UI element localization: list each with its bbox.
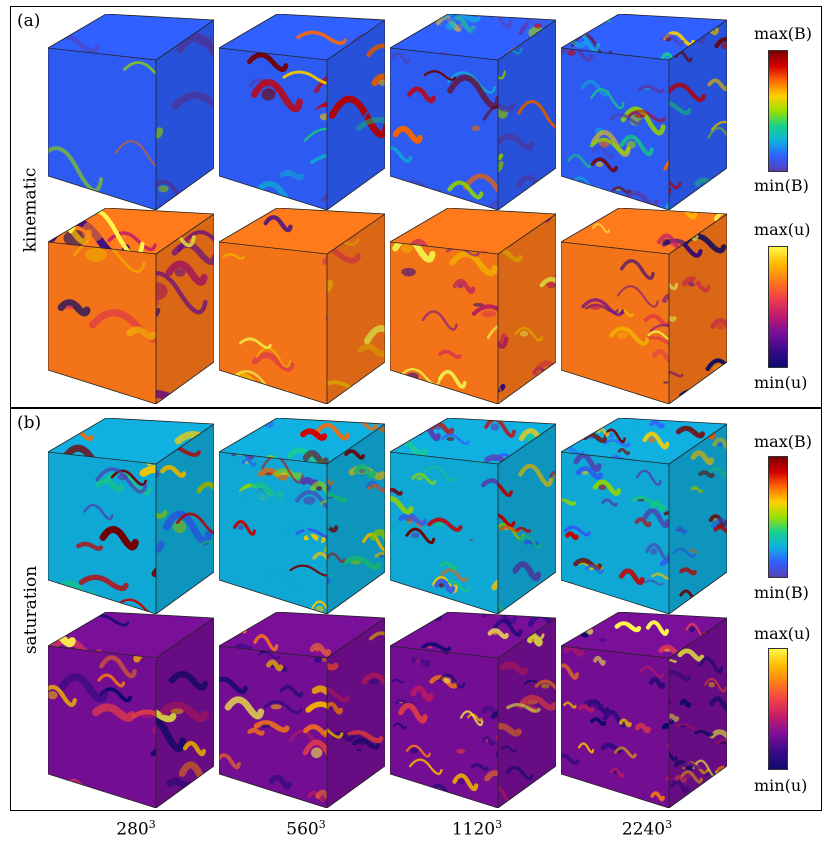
cube-saturation-B-2240	[561, 418, 727, 614]
resolution-label-280: 2803	[116, 818, 156, 840]
resolution-label-1120: 11203	[451, 818, 503, 840]
cube-kinematic-B-280	[48, 14, 214, 210]
cbar-a-u-max: max(u)	[754, 220, 811, 239]
cbar-a-B-max: max(B)	[754, 24, 812, 43]
cbar-b-u-max: max(u)	[754, 624, 811, 643]
panel-label-b: (b)	[17, 413, 42, 433]
resolution-label-560: 5603	[286, 818, 326, 840]
cube-kinematic-u-2240	[561, 208, 727, 404]
cube-saturation-B-560	[219, 418, 385, 614]
panel-saturation: (b)	[10, 408, 822, 811]
colorbar-B-saturation	[768, 456, 788, 578]
cube-saturation-u-280	[48, 612, 214, 808]
cube-saturation-B-280	[48, 418, 214, 614]
cbar-a-u-min: min(u)	[754, 373, 808, 392]
cbar-b-B-max: max(B)	[754, 432, 812, 451]
row-label-saturation: saturation	[21, 565, 42, 655]
cube-kinematic-u-560	[219, 208, 385, 404]
cube-saturation-u-560	[219, 612, 385, 808]
cube-saturation-u-1120	[390, 612, 556, 808]
panel-kinematic: (a)	[10, 6, 822, 408]
colorbar-B-kinematic	[768, 50, 788, 172]
resolution-label-2240: 22403	[621, 818, 673, 840]
cube-kinematic-B-2240	[561, 14, 727, 210]
cube-kinematic-B-1120	[390, 14, 556, 210]
colorbar-u-kinematic	[768, 246, 788, 368]
row-label-kinematic: kinematic	[20, 167, 41, 253]
cube-kinematic-B-560	[219, 14, 385, 210]
cbar-b-u-min: min(u)	[754, 776, 808, 795]
panel-label-a: (a)	[17, 11, 41, 31]
cube-saturation-B-1120	[390, 418, 556, 614]
cube-saturation-u-2240	[561, 612, 727, 808]
cbar-a-B-min: min(B)	[754, 176, 809, 195]
colorbar-u-saturation	[768, 648, 788, 770]
cube-kinematic-u-280	[48, 208, 214, 404]
cbar-b-B-min: min(B)	[754, 583, 809, 602]
cube-kinematic-u-1120	[390, 208, 556, 404]
